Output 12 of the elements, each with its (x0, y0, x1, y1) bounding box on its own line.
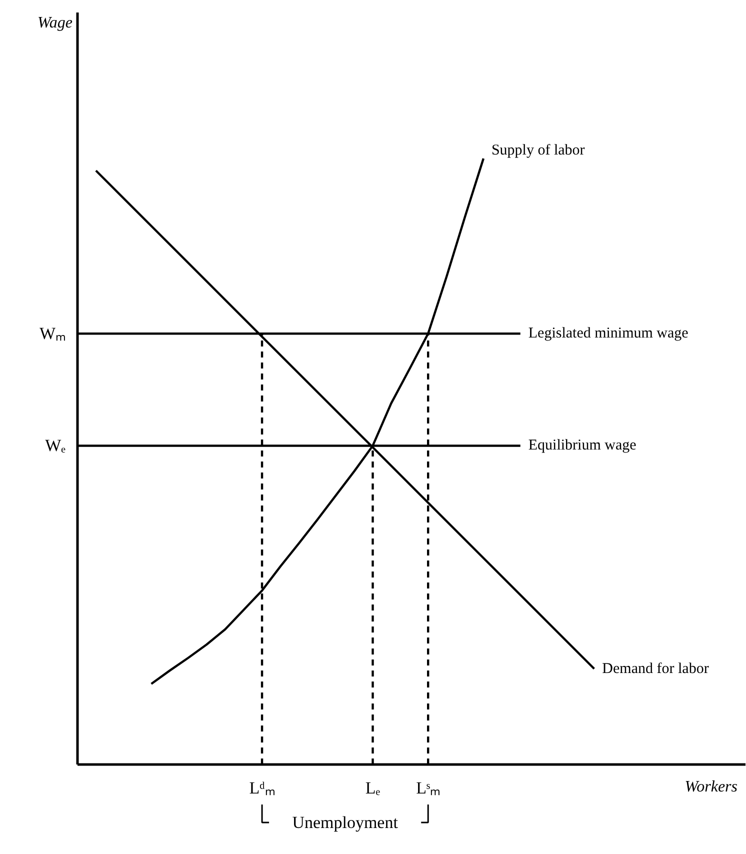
x-tick-label: Lₑ (365, 778, 381, 798)
series-label: Legislated minimum wage (528, 326, 689, 342)
text: Wₑ (45, 436, 66, 456)
text: Wage (38, 14, 73, 32)
series-label: Equilibrium wage (528, 438, 637, 454)
text: Wₘ (39, 324, 66, 344)
x-axis-title: Workers (684, 778, 738, 796)
series-label: Demand for labor (602, 660, 709, 677)
x-tick-label: Lˢₘ (416, 778, 440, 798)
series-label: Supply of labor (491, 142, 585, 158)
text: Unemployment (292, 813, 398, 832)
x-tick-label: Lᵈₘ (249, 778, 275, 798)
